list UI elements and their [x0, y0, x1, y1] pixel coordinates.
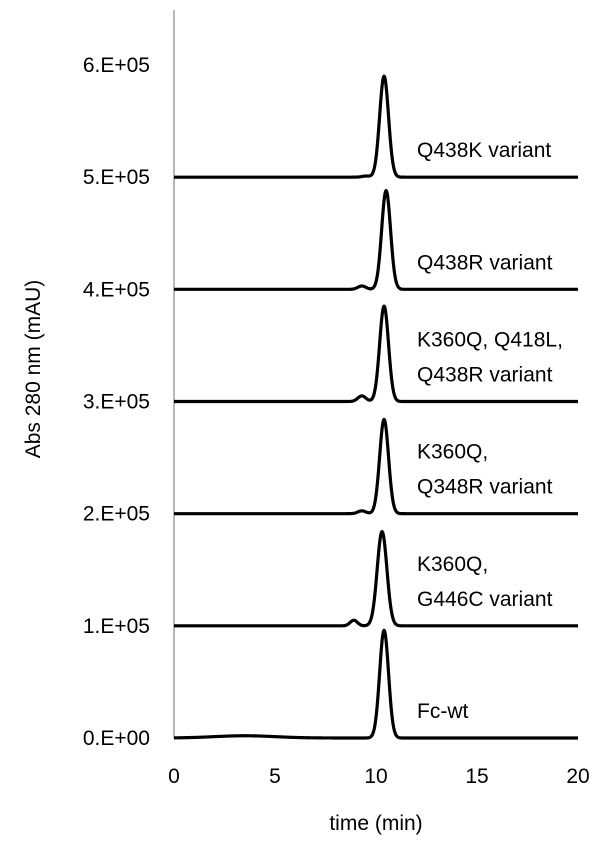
trace-label: K360Q, — [417, 553, 488, 576]
x-tick-label: 15 — [465, 765, 488, 788]
trace-line — [172, 417, 580, 516]
x-tick-label: 20 — [566, 765, 589, 788]
trace-label: K360Q, — [417, 441, 488, 464]
y-tick-label: 5.E+05 — [83, 166, 150, 189]
trace-line — [172, 304, 580, 404]
x-tick-label: 5 — [269, 765, 281, 788]
y-tick-label: 1.E+05 — [83, 615, 150, 638]
trace-label: K360Q, Q418L, — [417, 329, 563, 352]
x-axis-title: time (min) — [329, 812, 422, 835]
chromatogram-traces — [172, 74, 580, 740]
trace-line — [172, 74, 580, 179]
y-tick-label: 3.E+05 — [83, 391, 150, 414]
x-tick-label: 0 — [168, 765, 180, 788]
y-tick-labels: 0.E+00 1.E+05 2.E+05 3.E+05 4.E+05 5.E+05 6.E+… — [83, 54, 150, 750]
trace-labels: Fc-wt K360Q, G446C variant K360Q, Q348R vari… — [417, 139, 563, 723]
trace-label: Q348R variant — [417, 476, 553, 499]
trace-label: Q438R variant — [417, 251, 553, 274]
trace-line — [172, 189, 580, 291]
y-axis-title: Abs 280 nm (mAU) — [22, 280, 45, 459]
x-tick-labels: 0 5 10 15 20 — [168, 765, 590, 788]
trace-label: G446C variant — [417, 588, 553, 611]
y-tick-label: 2.E+05 — [83, 503, 150, 526]
y-tick-label: 6.E+05 — [83, 54, 150, 77]
trace-label: Q438K variant — [417, 139, 551, 162]
trace-label: Fc-wt — [417, 700, 468, 723]
y-tick-label: 4.E+05 — [83, 278, 150, 301]
trace-label: Q438R variant — [417, 364, 553, 387]
x-tick-label: 10 — [364, 765, 387, 788]
y-tick-label: 0.E+00 — [83, 727, 150, 750]
trace-line — [172, 530, 580, 628]
trace-line — [172, 628, 580, 740]
